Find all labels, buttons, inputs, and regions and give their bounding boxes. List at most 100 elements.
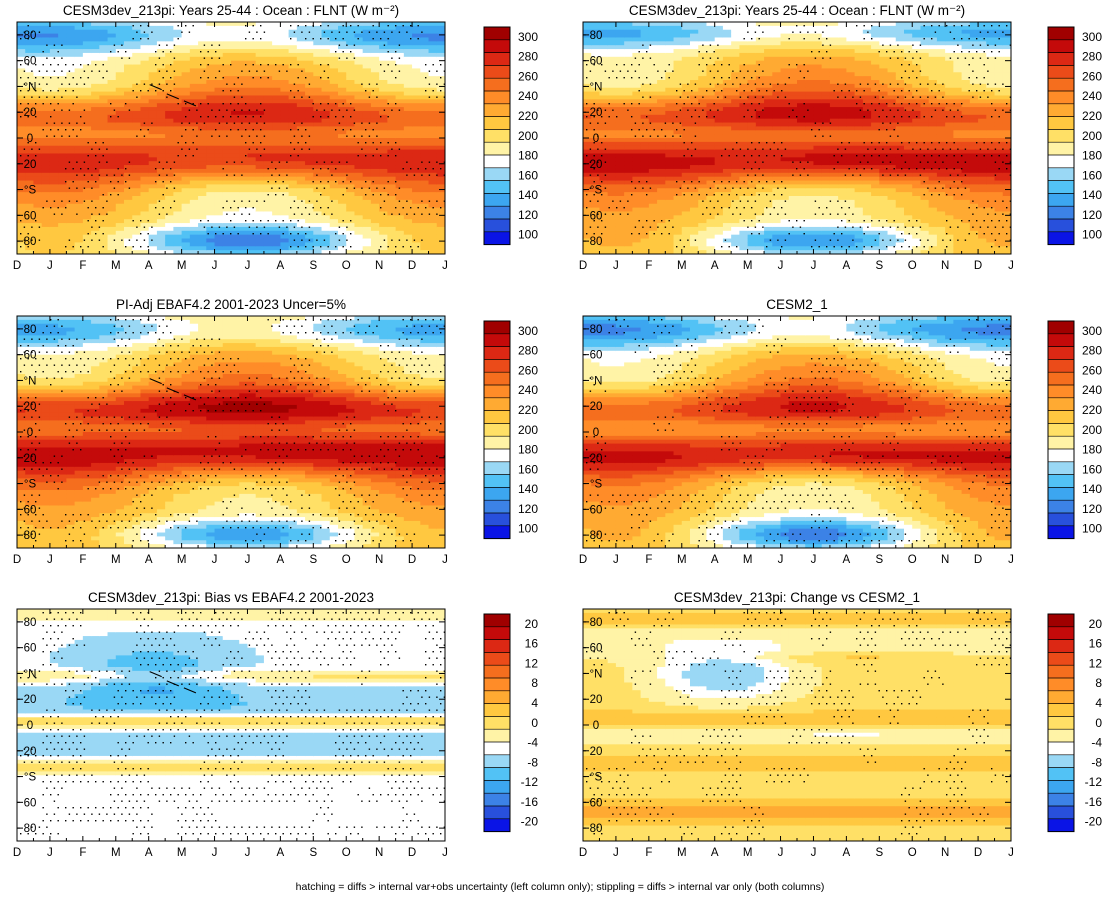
heatmap-cell xyxy=(674,211,683,215)
heatmap-cell xyxy=(124,37,133,41)
heatmap-cell xyxy=(624,196,633,200)
heatmap-cell xyxy=(108,161,117,165)
heatmap-cell xyxy=(396,153,405,157)
heatmap-cell xyxy=(420,61,429,65)
heatmap-cell xyxy=(50,80,59,84)
heatmap-cell xyxy=(322,115,331,119)
heatmap-cell xyxy=(247,192,256,196)
heatmap-cell xyxy=(338,157,347,161)
stipple-dot xyxy=(361,136,362,137)
heatmap-cell xyxy=(657,165,666,169)
heatmap-cell xyxy=(108,231,117,235)
stipple-dot xyxy=(159,162,160,163)
heatmap-cell xyxy=(280,192,289,196)
heatmap-cell xyxy=(322,181,331,185)
stipple-dot xyxy=(61,58,62,59)
stipple-dot xyxy=(436,162,437,163)
heatmap-cell xyxy=(665,45,674,49)
heatmap-cell xyxy=(322,169,331,173)
heatmap-cell xyxy=(690,107,699,111)
heatmap-cell xyxy=(75,211,84,215)
heatmap-cell xyxy=(641,208,650,212)
heatmap-cell xyxy=(322,231,331,235)
heatmap-cell xyxy=(682,165,691,169)
heatmap-cell xyxy=(289,161,298,165)
stipple-dot xyxy=(361,188,362,189)
heatmap-cell xyxy=(231,119,240,123)
stipple-dot xyxy=(106,162,107,163)
heatmap-cell xyxy=(165,223,174,227)
heatmap-cell xyxy=(657,26,666,30)
stipple-dot xyxy=(373,142,374,143)
stipple-dot xyxy=(320,116,321,117)
heatmap-cell xyxy=(91,103,100,107)
heatmap-cell xyxy=(198,88,207,92)
heatmap-cell xyxy=(140,146,149,150)
heatmap-cell xyxy=(116,215,125,219)
heatmap-cell xyxy=(75,92,84,96)
heatmap-cell xyxy=(124,68,133,72)
heatmap-cell xyxy=(429,37,438,41)
heatmap-cell xyxy=(182,196,191,200)
stipple-dot xyxy=(39,32,40,33)
heatmap-cell xyxy=(157,177,166,181)
heatmap-cell xyxy=(215,72,224,76)
heatmap-cell xyxy=(674,61,683,65)
heatmap-cell xyxy=(182,192,191,196)
heatmap-cell xyxy=(165,57,174,61)
heatmap-cell xyxy=(665,165,674,169)
heatmap-cell xyxy=(75,215,84,219)
heatmap-cell xyxy=(215,22,224,26)
heatmap-cell xyxy=(313,146,322,150)
heatmap-cell xyxy=(371,215,380,219)
heatmap-cell xyxy=(182,130,191,134)
colorbar-label: 300 xyxy=(518,30,538,44)
heatmap-cell xyxy=(599,41,608,45)
heatmap-cell xyxy=(58,177,67,181)
heatmap-cell xyxy=(313,72,322,76)
heatmap-cell xyxy=(322,111,331,115)
heatmap-cell xyxy=(313,57,322,61)
heatmap-cell xyxy=(641,192,650,196)
heatmap-cell xyxy=(215,235,224,239)
heatmap-cell xyxy=(657,208,666,212)
heatmap-cell xyxy=(58,231,67,235)
heatmap-cell xyxy=(682,196,691,200)
heatmap-cell xyxy=(272,235,281,239)
heatmap-cell xyxy=(616,130,625,134)
heatmap-cell xyxy=(132,184,141,188)
heatmap-cell xyxy=(313,153,322,157)
heatmap-cell xyxy=(682,192,691,196)
heatmap-cell xyxy=(198,57,207,61)
heatmap-cell xyxy=(322,84,331,88)
heatmap-cell xyxy=(58,235,67,239)
stipple-dot xyxy=(268,77,269,78)
stipple-dot xyxy=(335,116,336,117)
heatmap-cell xyxy=(223,49,232,53)
stipple-dot xyxy=(73,103,74,104)
stipple-dot xyxy=(151,84,152,85)
stipple-dot xyxy=(35,77,36,78)
stipple-dot xyxy=(140,90,141,91)
heatmap-cell xyxy=(420,34,429,38)
stipple-dot xyxy=(354,32,355,33)
heatmap-cell xyxy=(354,138,363,142)
stipple-dot xyxy=(155,181,156,182)
heatmap-cell xyxy=(330,84,339,88)
heatmap-cell xyxy=(404,161,413,165)
heatmap-cell xyxy=(608,49,617,53)
stipple-dot xyxy=(399,214,400,215)
heatmap-cell xyxy=(66,200,75,204)
stipple-dot xyxy=(286,175,287,176)
heatmap-cell xyxy=(616,37,625,41)
heatmap-cell xyxy=(371,84,380,88)
heatmap-cell xyxy=(346,57,355,61)
heatmap-cell xyxy=(66,34,75,38)
stipple-dot xyxy=(99,149,100,150)
heatmap-cell xyxy=(75,95,84,99)
heatmap-cell xyxy=(583,126,592,130)
heatmap-cell xyxy=(698,138,707,142)
heatmap-cell xyxy=(608,138,617,142)
stipple-dot xyxy=(110,181,111,182)
heatmap-cell xyxy=(132,49,141,53)
